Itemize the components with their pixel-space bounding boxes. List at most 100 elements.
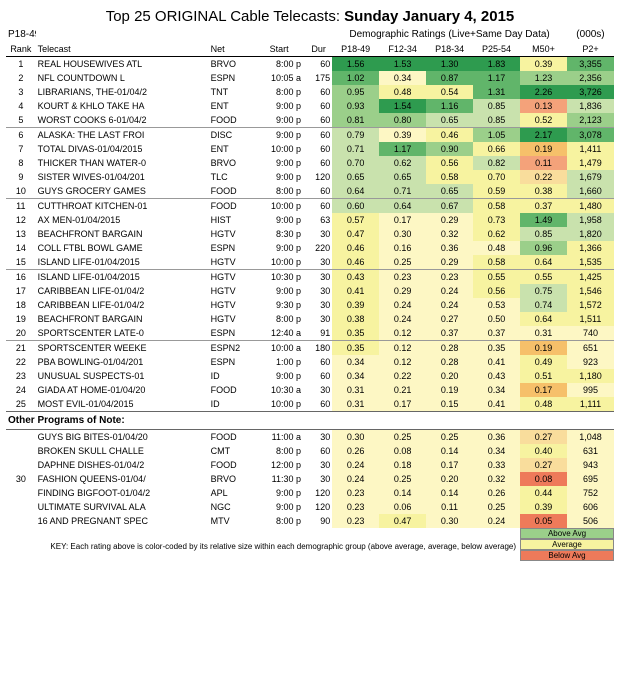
rating-cell: 0.34 xyxy=(379,71,426,85)
rating-cell: 0.59 xyxy=(473,184,520,199)
rating-cell: 752 xyxy=(567,486,614,500)
cell: NGC xyxy=(209,500,253,514)
cell: 30 xyxy=(305,227,332,241)
cell: 3 xyxy=(6,85,36,99)
cell: ID xyxy=(209,397,253,412)
cell: 60 xyxy=(305,184,332,199)
table-row: DAPHNE DISHES-01/04/2FOOD12:00 p300.240.… xyxy=(6,458,614,472)
cell: 13 xyxy=(6,227,36,241)
cell: FOOD xyxy=(209,113,253,128)
rating-cell: 0.38 xyxy=(520,184,567,199)
rating-cell: 0.25 xyxy=(379,472,426,486)
rating-cell: 0.67 xyxy=(426,199,473,214)
cell: CARIBBEAN LIFE-01/04/2 xyxy=(36,298,209,312)
rating-cell: 943 xyxy=(567,458,614,472)
rating-cell: 0.90 xyxy=(426,142,473,156)
table-row: 24GIADA AT HOME-01/04/20FOOD10:30 a300.3… xyxy=(6,383,614,397)
cell: GUYS GROCERY GAMES xyxy=(36,184,209,199)
rating-cell: 1,479 xyxy=(567,156,614,170)
rating-cell: 0.48 xyxy=(520,397,567,412)
cell: 60 xyxy=(305,57,332,72)
cell: 24 xyxy=(6,383,36,397)
rating-cell: 0.24 xyxy=(473,514,520,528)
cell: HGTV xyxy=(209,227,253,241)
cell: 60 xyxy=(305,355,332,369)
rating-cell: 0.39 xyxy=(379,128,426,143)
cell: 8 xyxy=(6,156,36,170)
cell: 91 xyxy=(305,326,332,341)
cell: 8:00 p xyxy=(253,85,305,99)
cell: 60 xyxy=(305,397,332,412)
rating-cell: 0.43 xyxy=(332,270,379,285)
cell: 9:00 p xyxy=(253,113,305,128)
cell: 220 xyxy=(305,241,332,255)
cell: CARIBBEAN LIFE-01/04/2 xyxy=(36,284,209,298)
rating-cell: 0.64 xyxy=(520,312,567,326)
cell: KOURT & KHLO TAKE HA xyxy=(36,99,209,113)
rating-cell: 0.85 xyxy=(473,99,520,113)
cell: 9:00 p xyxy=(253,486,305,500)
rating-cell: 0.11 xyxy=(520,156,567,170)
cell xyxy=(6,430,36,445)
rating-cell: 0.70 xyxy=(473,170,520,184)
rating-cell: 0.43 xyxy=(473,369,520,383)
cell: 1 xyxy=(6,57,36,72)
rating-cell: 631 xyxy=(567,444,614,458)
rating-cell: 0.26 xyxy=(332,444,379,458)
rating-cell: 0.46 xyxy=(332,255,379,270)
table-row: 12AX MEN-01/04/2015HIST9:00 p630.570.170… xyxy=(6,213,614,227)
cell: GIADA AT HOME-01/04/20 xyxy=(36,383,209,397)
cell: BROKEN SKULL CHALLE xyxy=(36,444,209,458)
rating-cell: 0.75 xyxy=(520,284,567,298)
title-date: Sunday January 4, 2015 xyxy=(344,8,514,25)
rating-cell: 0.93 xyxy=(332,99,379,113)
rating-cell: 0.27 xyxy=(426,312,473,326)
rating-cell: 0.29 xyxy=(426,213,473,227)
cell: 5 xyxy=(6,113,36,128)
rating-cell: 0.17 xyxy=(379,213,426,227)
rating-cell: 0.47 xyxy=(332,227,379,241)
table-row: 7TOTAL DIVAS-01/04/2015ENT10:00 p600.711… xyxy=(6,142,614,156)
rating-cell: 1,480 xyxy=(567,199,614,214)
rating-cell: 0.27 xyxy=(520,430,567,445)
rating-cell: 0.05 xyxy=(520,514,567,528)
rating-cell: 0.58 xyxy=(426,170,473,184)
rating-cell: 1,366 xyxy=(567,241,614,255)
table-row: 2NFL COUNTDOWN LESPN10:05 a1751.020.340.… xyxy=(6,71,614,85)
rating-cell: 0.96 xyxy=(520,241,567,255)
cell: ESPN2 xyxy=(209,341,253,356)
rating-cell: 1.54 xyxy=(379,99,426,113)
cell: 9:00 p xyxy=(253,170,305,184)
cell: 4 xyxy=(6,99,36,113)
cell: FOOD xyxy=(209,184,253,199)
rating-cell: 0.23 xyxy=(332,514,379,528)
rating-cell: 1.16 xyxy=(426,99,473,113)
cell: 11 xyxy=(6,199,36,214)
title-main: Top 25 ORIGINAL Cable Telecasts: xyxy=(106,8,340,25)
rating-cell: 695 xyxy=(567,472,614,486)
rating-cell: 0.14 xyxy=(426,486,473,500)
rating-cell: 0.48 xyxy=(473,241,520,255)
cell: 63 xyxy=(305,213,332,227)
rating-cell: 0.25 xyxy=(426,430,473,445)
rating-cell: 0.32 xyxy=(473,472,520,486)
rating-cell: 0.12 xyxy=(379,355,426,369)
rating-cell: 1.23 xyxy=(520,71,567,85)
col-rank: Rank xyxy=(6,42,36,57)
rating-cell: 0.60 xyxy=(332,199,379,214)
rating-cell: 1,958 xyxy=(567,213,614,227)
table-row: 25MOST EVIL-01/04/2015ID10:00 p600.310.1… xyxy=(6,397,614,412)
cell: PBA BOWLING-01/04/201 xyxy=(36,355,209,369)
rating-cell: 1,411 xyxy=(567,142,614,156)
cell: 30 xyxy=(305,270,332,285)
cell: 120 xyxy=(305,500,332,514)
rating-cell: 0.82 xyxy=(473,156,520,170)
cell: 30 xyxy=(305,284,332,298)
cell: 18 xyxy=(6,298,36,312)
rating-cell: 0.65 xyxy=(332,170,379,184)
cell: HIST xyxy=(209,213,253,227)
rating-cell: 2.26 xyxy=(520,85,567,99)
rating-cell: 1.17 xyxy=(379,142,426,156)
cell: DAPHNE DISHES-01/04/2 xyxy=(36,458,209,472)
key-below: Below Avg xyxy=(520,550,614,561)
